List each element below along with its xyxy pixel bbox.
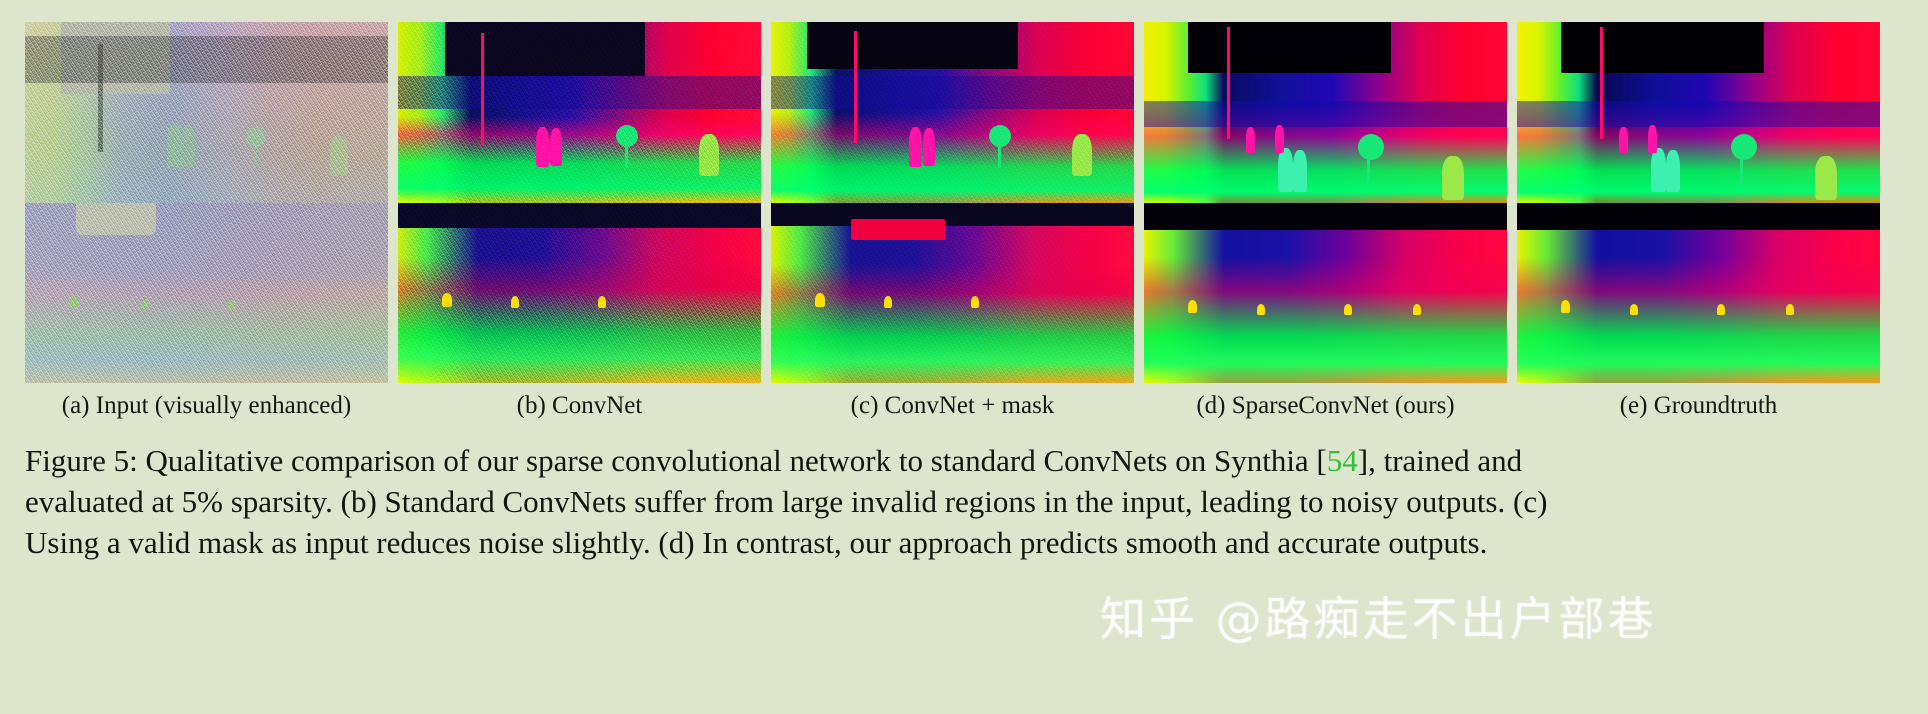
noise-overlay <box>771 22 1134 203</box>
caption-line-1-part-2: ], trained and <box>1357 443 1523 478</box>
panel-e-row-2 <box>1517 202 1880 383</box>
figure-column-c <box>771 22 1134 383</box>
panel-c-row-1 <box>771 22 1134 203</box>
noise-overlay <box>398 22 761 203</box>
column-caption-row: (a) Input (visually enhanced) (b) ConvNe… <box>25 386 1880 426</box>
figure-column-e <box>1517 22 1880 383</box>
panel-d-row-2 <box>1144 202 1507 383</box>
noise-overlay <box>25 202 388 383</box>
panel-b-row-2 <box>398 202 761 383</box>
watermark-overlay: 知乎 @路痴走不出户部巷 <box>1100 592 1657 646</box>
noise-overlay <box>398 202 761 383</box>
figure-panel-grid <box>25 22 1880 383</box>
figure-column-b <box>398 22 761 383</box>
figure-column-d <box>1144 22 1507 383</box>
panel-d-row-1 <box>1144 22 1507 203</box>
column-caption-c: (c) ConvNet + mask <box>850 392 1055 419</box>
column-caption-a: (a) Input (visually enhanced) <box>61 392 352 419</box>
noise-overlay <box>771 202 1134 383</box>
column-caption-b: (b) ConvNet <box>516 392 643 419</box>
panel-c-row-2 <box>771 202 1134 383</box>
caption-line-1: Figure 5: Qualitative comparison of our … <box>25 440 1905 481</box>
figure-column-a <box>25 22 388 383</box>
figure-caption: Figure 5: Qualitative comparison of our … <box>25 440 1905 563</box>
panel-b-row-1 <box>398 22 761 203</box>
caption-line-2: evaluated at 5% sparsity. (b) Standard C… <box>25 484 1548 519</box>
caption-line-1-part-1: Figure 5: Qualitative comparison of our … <box>25 443 1327 478</box>
panel-e-row-1 <box>1517 22 1880 203</box>
caption-line-3: Using a valid mask as input reduces nois… <box>25 525 1488 560</box>
panel-a-row-2 <box>25 202 388 383</box>
column-caption-d: (d) SparseConvNet (ours) <box>1196 392 1455 419</box>
panel-a-row-1 <box>25 22 388 203</box>
column-caption-e: (e) Groundtruth <box>1619 392 1778 419</box>
citation-reference-54[interactable]: 54 <box>1326 443 1358 478</box>
noise-overlay <box>25 22 388 203</box>
